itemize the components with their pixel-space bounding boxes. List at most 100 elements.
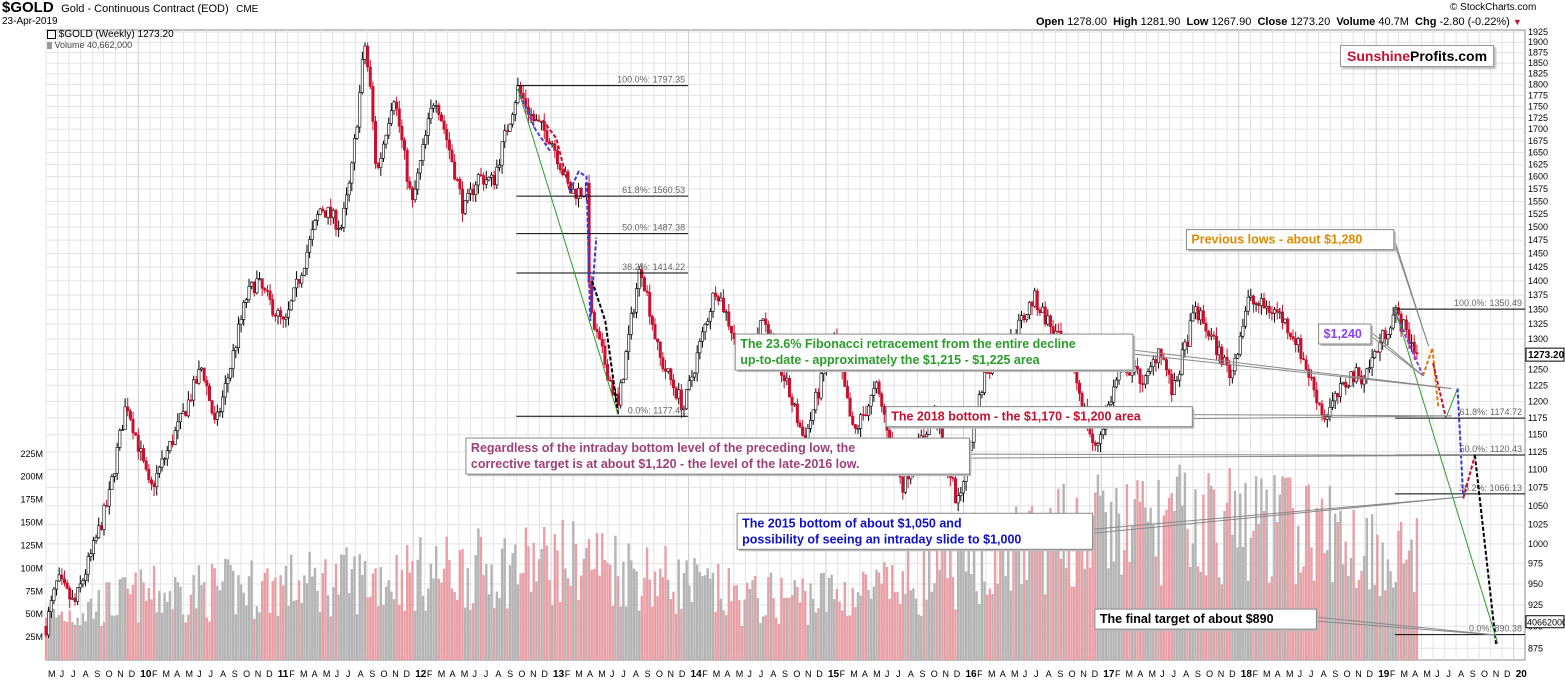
price-candle — [323, 210, 327, 218]
volume-bar — [814, 612, 818, 660]
time-tick-label: N — [1493, 669, 1500, 679]
volume-bar — [79, 625, 82, 660]
time-tick-label: A — [220, 669, 226, 679]
volume-bar — [1028, 510, 1031, 660]
volume-bar — [326, 595, 330, 660]
price-candle — [1025, 314, 1029, 320]
volume-bar — [925, 599, 928, 660]
volume-bar — [86, 601, 90, 660]
volume-tick-label: 50M — [25, 609, 43, 619]
volume-bar — [827, 577, 831, 660]
volume-bar — [121, 577, 124, 660]
time-tick-label: J — [1160, 669, 1165, 679]
price-candle — [200, 367, 204, 370]
price-candle — [1349, 371, 1353, 387]
volume-bar — [242, 592, 245, 660]
volume-bar — [471, 603, 475, 660]
callout-pointer — [1092, 496, 1464, 534]
time-tick-label: J — [759, 669, 764, 679]
volume-bar — [295, 599, 298, 660]
price-candle — [1046, 315, 1050, 325]
price-candle — [234, 347, 238, 352]
callout-pointer — [1092, 496, 1464, 530]
price-candle — [152, 483, 156, 488]
price-candle — [1146, 371, 1150, 377]
price-candle — [131, 418, 135, 434]
volume-bar — [893, 592, 897, 660]
price-candle — [1241, 325, 1245, 337]
price-candle — [197, 369, 201, 384]
callout-pointer — [1393, 241, 1430, 347]
volume-bar — [1244, 482, 1247, 660]
volume-bar — [1231, 534, 1234, 660]
price-candle — [648, 292, 652, 317]
price-candle — [1228, 365, 1232, 379]
price-candle — [1265, 306, 1269, 309]
time-tick-label: J — [1034, 669, 1039, 679]
price-candle — [1112, 386, 1116, 403]
volume-bar — [703, 575, 707, 660]
volume-bar — [1091, 531, 1094, 660]
volume-bar — [1173, 510, 1176, 660]
volume-bar — [877, 572, 881, 660]
price-candle — [592, 312, 596, 330]
price-candle — [1410, 341, 1414, 344]
price-candle — [1312, 377, 1316, 391]
volume-bar — [796, 586, 799, 660]
time-tick-label: 20 — [1516, 669, 1528, 680]
volume-bar — [350, 569, 354, 660]
price-candle — [297, 278, 301, 284]
volume-bar — [1278, 494, 1282, 660]
volume-bar — [1368, 589, 1371, 660]
price-candle — [1346, 385, 1350, 388]
volume-bar — [63, 620, 66, 660]
price-candle — [1331, 400, 1335, 408]
volume-bar — [1381, 542, 1384, 660]
time-tick-label: J — [346, 669, 351, 679]
volume-bar — [363, 560, 367, 660]
volume-bar — [276, 615, 280, 660]
price-candle — [1075, 370, 1079, 384]
volume-bar — [374, 568, 377, 660]
volume-bar — [89, 598, 93, 660]
price-candle — [1101, 428, 1105, 436]
time-tick-label: F — [1115, 669, 1121, 679]
price-candle — [1099, 434, 1103, 444]
time-tick-label: M — [736, 669, 744, 679]
volume-bar — [1096, 474, 1100, 660]
price-candle — [853, 424, 857, 429]
volume-bar — [912, 588, 915, 660]
price-candle — [184, 411, 188, 417]
volume-bar — [1233, 490, 1237, 660]
price-candle — [1180, 349, 1184, 375]
price-candle — [202, 367, 206, 381]
volume-bar — [1228, 468, 1231, 660]
price-candle — [300, 275, 304, 284]
volume-bar — [619, 606, 622, 660]
volume-bar — [1178, 464, 1181, 660]
price-candle — [128, 410, 132, 420]
price-candle — [1362, 378, 1366, 385]
time-tick-label: O — [243, 669, 250, 679]
volume-bar — [701, 576, 704, 660]
price-candle — [1164, 359, 1168, 371]
time-tick-label: 14 — [691, 669, 703, 680]
volume-bar — [1181, 505, 1184, 660]
volume-bar — [1357, 579, 1361, 660]
volume-bar — [221, 581, 224, 660]
volume-bar — [574, 544, 578, 660]
volume-bar — [495, 591, 499, 660]
time-tick-label: S — [1470, 669, 1476, 679]
scenario-paths — [516, 88, 1499, 644]
price-candle — [1309, 376, 1313, 379]
time-tick-label: O — [106, 669, 113, 679]
volume-bar — [1117, 513, 1121, 660]
volume-bar — [485, 564, 488, 660]
volume-bar — [137, 622, 140, 660]
price-candle — [711, 292, 715, 312]
price-candle — [91, 540, 95, 555]
time-tick-label: O — [381, 669, 388, 679]
volume-bar — [1094, 492, 1097, 660]
volume-bar — [303, 575, 306, 660]
volume-bar — [506, 608, 509, 660]
